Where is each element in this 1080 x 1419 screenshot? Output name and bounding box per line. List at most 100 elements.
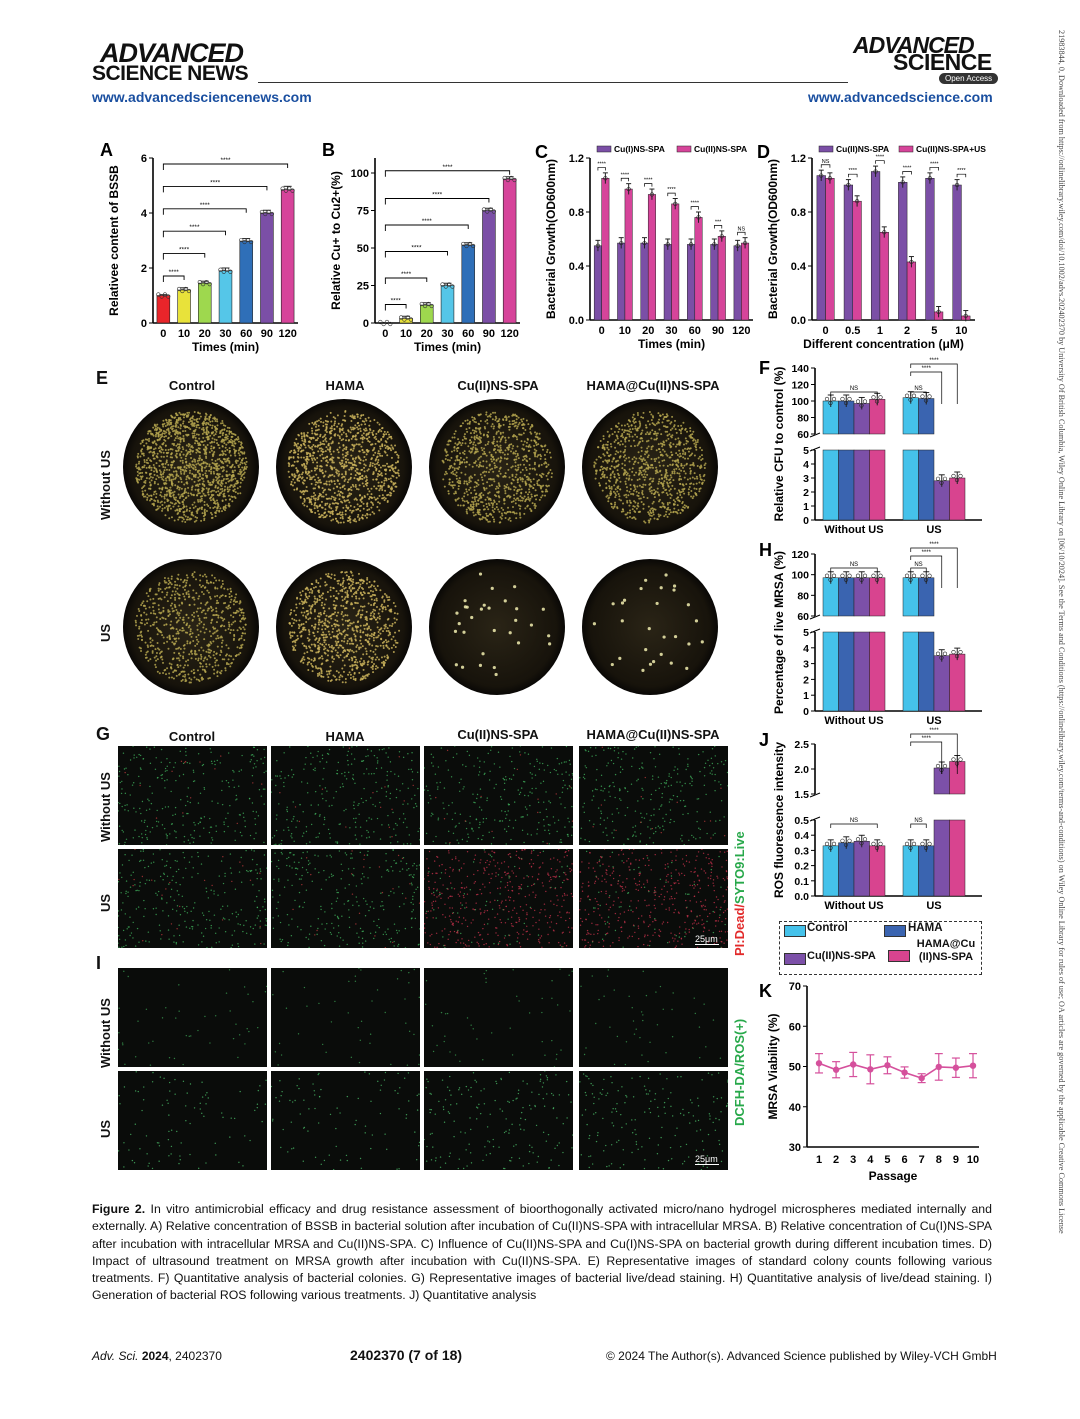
significance-bracket	[830, 391, 878, 396]
data-point	[904, 393, 910, 398]
significance-label: NS	[850, 386, 858, 392]
significance-bracket	[910, 363, 958, 404]
panel-c: C Cu(I)NS-SPA Cu(II)NS-SPA 0.0 0.4 0.8 1.2 ****…	[535, 138, 760, 368]
data-point	[742, 240, 748, 246]
significance-label: ****	[929, 542, 939, 548]
data-point	[815, 1060, 823, 1067]
data-point	[162, 292, 168, 297]
data-point	[225, 267, 230, 272]
x-tick-label: 20	[421, 328, 433, 340]
axis-break-gap	[812, 617, 983, 631]
data-point	[920, 841, 925, 846]
data-point	[840, 573, 845, 578]
figure-caption: Figure 2. In vitro antimicrobial efficac…	[92, 1201, 992, 1305]
panel-f-chart: F 60 80 100 120 140 0 1 2 3 4 5 Without US US NS NS ****…	[759, 358, 983, 536]
data-point	[831, 841, 837, 846]
fluorescence-dots	[117, 969, 268, 1066]
panel-k-label: K	[759, 981, 772, 1001]
y-tick-label: 80	[797, 413, 809, 425]
significance-bracket	[162, 208, 247, 215]
bar-lower	[853, 449, 870, 521]
data-point	[471, 243, 476, 249]
y-tick-label: 75	[357, 206, 369, 218]
y-tick-label: 80	[797, 590, 809, 602]
data-point	[156, 292, 161, 297]
data-point	[904, 841, 910, 846]
y-tick-label: 0.3	[794, 845, 809, 857]
x-tick-label: 120	[278, 328, 296, 340]
y-tick-label: 0	[363, 318, 369, 330]
bar-lower	[822, 631, 839, 712]
data-point	[908, 397, 913, 402]
significance-bracket	[902, 171, 912, 175]
data-point	[509, 175, 514, 181]
journal-url-link[interactable]: www.advancedscience.com	[808, 89, 993, 105]
series-line	[818, 1062, 974, 1080]
data-point	[855, 399, 861, 404]
journal-logo-line1: ADVANCED	[853, 32, 975, 58]
significance-label: ****	[667, 187, 676, 193]
data-point	[927, 841, 932, 846]
significance-label: NS	[850, 562, 858, 568]
legend-label: Cu(I)NS-SPA	[614, 144, 665, 154]
panel-e-col-hama-cu: HAMA@Cu(II)NS-SPA	[586, 378, 720, 393]
significance-label: ****	[848, 168, 857, 174]
colony-dots	[592, 573, 704, 672]
data-point	[840, 396, 845, 402]
data-point	[512, 177, 517, 183]
publisher-url-link[interactable]: www.advancedsciencenews.com	[92, 89, 312, 105]
significance-bracket	[162, 230, 226, 238]
x-tick-label: 60	[462, 328, 474, 340]
x-tick-label: 7	[919, 1154, 925, 1166]
data-point	[951, 757, 956, 762]
bar	[502, 178, 517, 324]
bar-lower	[918, 631, 935, 712]
bar	[647, 194, 656, 321]
footer-journal: Adv. Sci.	[92, 1349, 139, 1363]
bar	[482, 210, 496, 324]
data-point	[878, 395, 883, 400]
data-point	[862, 837, 868, 842]
x-tick-label: 60	[240, 328, 252, 340]
x-axis-title: Times (min)	[638, 337, 705, 351]
panel-i-label: I	[96, 953, 102, 973]
fluorescence-dots	[272, 967, 421, 1066]
panel-k-chart: K 30 40 50 60 70 1 2 3 4 5 6 7 8 9 10 Passage MRSA Viabil…	[759, 981, 979, 1183]
legend-label-hama-cu: HAMA@Cu (II)NS-SPA	[916, 938, 976, 963]
data-point	[843, 400, 849, 406]
data-point	[859, 841, 864, 846]
significance-bracket	[384, 170, 511, 177]
x-tick-label: 10	[178, 328, 190, 340]
data-point	[843, 577, 849, 582]
significance-label: ****	[929, 358, 939, 364]
significance-label: NS	[822, 159, 830, 165]
data-point	[642, 240, 647, 246]
data-point	[954, 654, 960, 659]
y-tick-label: 5	[803, 445, 809, 457]
y-tick-label: 5	[803, 627, 809, 639]
bar-lower	[822, 449, 839, 521]
significance-label: NS	[914, 562, 922, 568]
bar	[852, 200, 862, 321]
bar-lower	[838, 449, 855, 521]
significance-label: ****	[903, 166, 912, 172]
y-tick-label: 0	[141, 318, 147, 330]
data-point	[283, 188, 289, 193]
data-point	[249, 239, 254, 245]
y-tick-label: 50	[789, 1062, 801, 1074]
bar	[710, 244, 719, 321]
bar	[640, 242, 649, 321]
petri-dish-image	[429, 399, 565, 535]
y-tick-label: 2	[803, 674, 809, 686]
data-point	[847, 838, 852, 843]
data-point	[824, 841, 830, 846]
data-point	[936, 309, 941, 314]
data-point	[505, 177, 511, 183]
fluorescence-image	[271, 967, 421, 1067]
data-point	[854, 199, 860, 204]
x-tick-label: 10	[619, 325, 631, 337]
figure-number: Figure 2.	[92, 1202, 146, 1216]
data-point	[871, 573, 876, 578]
data-point	[873, 169, 878, 174]
significance-bracket	[848, 173, 858, 178]
